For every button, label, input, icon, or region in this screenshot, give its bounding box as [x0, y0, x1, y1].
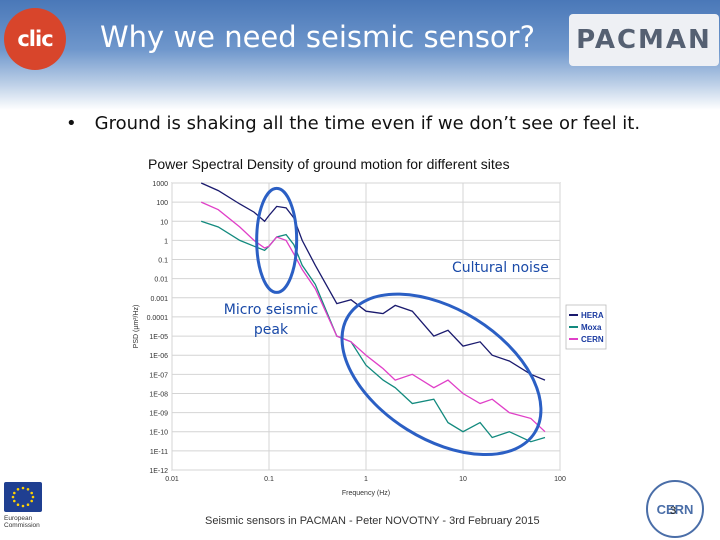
eu-commission-logo: European Commission — [4, 482, 72, 538]
series-line-cern — [200, 201, 546, 433]
y-tick-label: 1000 — [152, 181, 168, 188]
y-tick-label: 1E-09 — [149, 411, 168, 418]
y-tick-label: 1E-11 — [150, 449, 168, 456]
y-tick-label: 0.001 — [150, 296, 168, 303]
chart-caption: Power Spectral Density of ground motion … — [148, 156, 510, 172]
eu-flag-icon — [4, 482, 42, 512]
legend-label: CERN — [581, 335, 604, 344]
annotation-cultural-noise: Cultural noise — [452, 260, 549, 276]
y-axis-label: PSD (µm²/Hz) — [133, 305, 140, 349]
annotation-ellipse-cultural-noise — [340, 292, 543, 457]
y-tick-label: 0.01 — [154, 277, 168, 284]
x-tick-label: 0.1 — [264, 476, 274, 483]
legend-label: Moxa — [581, 323, 602, 332]
eu-label-1: European — [4, 515, 33, 522]
y-tick-label: 1 — [164, 238, 168, 245]
page-number: 3 — [670, 505, 677, 517]
y-tick-label: 1E-10 — [149, 430, 168, 437]
y-tick-label: 1E-08 — [149, 391, 168, 398]
y-tick-label: 10 — [160, 219, 168, 226]
bullet-point: • Ground is shaking all the time even if … — [66, 113, 640, 134]
psd-chart: 1000 100 10 1 0.1 0.01 0.001 0.0001 1E-05 1E-06 1E… — [133, 181, 607, 497]
x-tick-label: 100 — [554, 476, 566, 483]
y-tick-label: 100 — [156, 200, 168, 207]
slide-title: Why we need seismic sensor? — [100, 20, 535, 54]
annotation-micro-seismic: Micro seismic peak — [223, 302, 319, 338]
legend-label: HERA — [581, 311, 604, 320]
annotation-ellipse-micro-seismic — [255, 186, 299, 294]
bullet-marker: • — [66, 113, 77, 134]
y-tick-label: 1E-05 — [149, 334, 168, 341]
bullet-text: Ground is shaking all the time even if w… — [94, 113, 641, 134]
x-tick-label: 10 — [459, 476, 467, 483]
series-line-hera — [200, 182, 546, 381]
cern-logo: CERN — [646, 480, 704, 538]
y-tick-label: 0.0001 — [147, 315, 169, 322]
y-tick-label: 1E-07 — [149, 372, 168, 379]
footer-text: Seismic sensors in PACMAN - Peter NOVOTN… — [205, 515, 540, 527]
y-tick-label: 1E-12 — [149, 468, 168, 475]
y-tick-label: 0.1 — [158, 258, 168, 265]
pacman-logo: PACMAN — [569, 14, 719, 66]
x-axis-label: Frequency (Hz) — [342, 490, 390, 497]
clic-logo: clic — [4, 8, 66, 70]
x-tick-label: 0.01 — [165, 476, 179, 483]
y-tick-label: 1E-06 — [149, 353, 168, 360]
x-tick-label: 1 — [364, 476, 368, 483]
eu-label-2: Commission — [4, 522, 40, 529]
